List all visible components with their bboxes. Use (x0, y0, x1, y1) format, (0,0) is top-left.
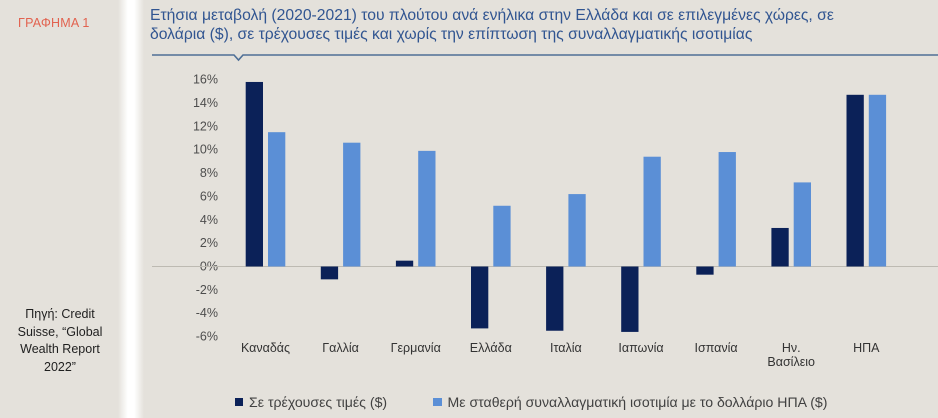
svg-text:-6%: -6% (196, 330, 218, 344)
svg-text:Ιταλία: Ιταλία (550, 341, 582, 355)
svg-text:Βασίλειο: Βασίλειο (767, 355, 815, 369)
svg-text:4%: 4% (200, 213, 218, 227)
svg-text:Ην.: Ην. (782, 341, 801, 355)
svg-text:8%: 8% (200, 166, 218, 180)
svg-text:-2%: -2% (196, 283, 218, 297)
svg-text:Ιαπωνία: Ιαπωνία (618, 341, 663, 355)
svg-text:12%: 12% (193, 119, 218, 133)
svg-text:Ισπανία: Ισπανία (695, 341, 738, 355)
svg-text:14%: 14% (193, 96, 218, 110)
svg-text:Ελλάδα: Ελλάδα (470, 341, 512, 355)
svg-text:Καναδάς: Καναδάς (241, 341, 290, 355)
svg-text:Γερμανία: Γερμανία (391, 341, 441, 355)
svg-text:10%: 10% (193, 143, 218, 157)
svg-text:-4%: -4% (196, 306, 218, 320)
svg-text:16%: 16% (193, 73, 218, 87)
svg-text:2%: 2% (200, 236, 218, 250)
svg-text:6%: 6% (200, 189, 218, 203)
svg-text:ΗΠΑ: ΗΠΑ (853, 341, 880, 355)
svg-text:Γαλλία: Γαλλία (322, 341, 359, 355)
